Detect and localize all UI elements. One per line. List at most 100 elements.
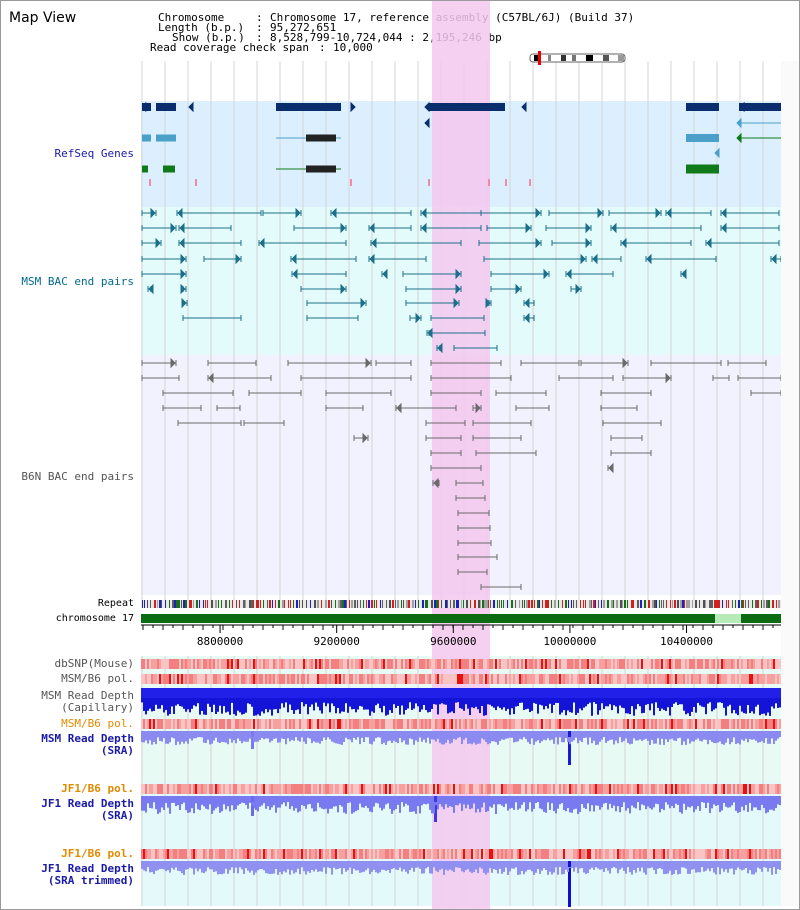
jf1-depth-bar (219, 802, 221, 813)
msm-capillary-depth-bar (545, 688, 547, 698)
jf1-trimmed-depth-bar (419, 861, 421, 867)
gene-strand-arrow (180, 253, 186, 265)
msm-pol-density-cell (719, 674, 721, 684)
msm-pol-2-density-cell (401, 719, 403, 729)
msm-capillary-depth-bar (547, 688, 549, 698)
msm-sra-depth-bar (575, 737, 577, 738)
jf1-trimmed-depth-bar (401, 867, 403, 872)
jf1-pol-density-cell (155, 784, 157, 794)
msm-capillary-depth-bar (349, 698, 351, 707)
msm-capillary-depth-bar (231, 688, 233, 698)
msm-capillary-depth-bar (617, 698, 619, 714)
dbsnp-density-cell (265, 659, 267, 669)
jf1-pol-density-cell (263, 784, 265, 794)
msm-pol-2-density-cell (631, 719, 633, 729)
ideogram-band (593, 55, 603, 61)
jf1-pol-2-density-cell (427, 849, 429, 859)
msm-sra-depth-bar (155, 737, 157, 745)
msm-capillary-depth-bar (591, 688, 593, 698)
jf1-depth-bar (383, 802, 385, 809)
msm-sra-depth-bar (677, 731, 679, 737)
msm-sra-depth-bar (231, 737, 233, 743)
msm-capillary-depth-bar (405, 698, 407, 711)
jf1-pol-density-cell (341, 784, 343, 794)
msm-pol-density-cell (373, 674, 375, 684)
jf1-depth-bar (693, 796, 695, 802)
jf1-depth-bar (501, 802, 503, 806)
jf1-pol-density-cell (739, 784, 741, 794)
dbsnp-density-cell (347, 659, 349, 669)
msm-pol-density-cell (573, 674, 575, 684)
jf1-pol-density-cell (523, 784, 525, 794)
jf1-depth-bar (735, 796, 737, 802)
msm-capillary-depth-bar (203, 698, 205, 715)
dbsnp-density-cell (409, 659, 411, 669)
jf1-depth-bar (603, 796, 605, 802)
msm-capillary-depth-bar (577, 698, 579, 713)
msm-pol-density-cell (665, 674, 667, 684)
msm-capillary-depth-bar (599, 698, 601, 711)
msm-pol-density-cell (409, 674, 411, 684)
dbsnp-density-cell (357, 659, 359, 669)
jf1-pol-density-cell (707, 784, 709, 794)
msm-capillary-depth-bar (527, 688, 529, 698)
msm-pol-density-cell (707, 674, 709, 684)
dbsnp-density-cell (441, 659, 443, 669)
msm-sra-depth-bar (455, 737, 457, 740)
repeat-element (159, 600, 161, 608)
jf1-depth-bar (605, 796, 607, 802)
jf1-pol-density-cell (679, 784, 681, 794)
msm-sra-depth-bar (709, 737, 711, 740)
jf1-depth-bar (391, 802, 393, 814)
jf1-depth-bar (643, 802, 645, 806)
msm-capillary-depth-bar (203, 688, 205, 698)
msm-pol-2-density-cell (381, 719, 383, 729)
msm-capillary-depth-bar (611, 688, 613, 698)
jf1-trimmed-depth-bar (441, 861, 443, 867)
msm-sra-depth-bar (637, 737, 639, 741)
msm-capillary-depth-bar (763, 688, 765, 698)
jf1-depth-bar (307, 796, 309, 802)
msm-capillary-depth-bar (391, 688, 393, 698)
dbsnp-density-cell (313, 659, 315, 669)
jf1-trimmed-depth-bar (177, 861, 179, 867)
jf1-pol-density-cell (555, 784, 557, 794)
jf1-pol-2-density-cell (401, 849, 403, 859)
msm-pol-density-cell (323, 674, 325, 684)
jf1-pol-density-cell (239, 784, 241, 794)
msm-sra-depth-bar (353, 731, 355, 737)
msm-sra-depth-bar (615, 731, 617, 737)
msm-pol-2-density-cell (277, 719, 279, 729)
gene-strand-arrow (177, 207, 183, 219)
jf1-depth-bar (305, 796, 307, 802)
jf1-pol-density-cell (503, 784, 505, 794)
jf1-depth-bar (423, 802, 425, 804)
msm-capillary-depth-bar (717, 698, 719, 703)
gene-strand-arrow (437, 342, 443, 354)
msm-capillary-depth-bar (243, 698, 245, 714)
jf1-depth-bar (325, 802, 327, 809)
jf1-pol-density-cell (771, 784, 773, 794)
jf1-depth-bar (761, 802, 763, 805)
repeat-element (652, 600, 654, 608)
msm-pol-2-density-cell (421, 719, 423, 729)
jf1-depth-bar (683, 796, 685, 802)
repeat-element (772, 600, 774, 608)
jf1-trimmed-depth-bar (169, 861, 171, 867)
msm-capillary-depth-bar (387, 688, 389, 698)
dbsnp-density-cell (743, 659, 745, 669)
msm-pol-density-cell (469, 674, 471, 684)
jf1-pol-2-density-cell (199, 849, 201, 859)
msm-sra-depth-bar (761, 737, 763, 742)
jf1-pol-2-density-cell (339, 849, 341, 859)
jf1-trimmed-depth-bar (493, 867, 495, 870)
msm-sra-depth-bar (489, 731, 491, 737)
msm-capillary-depth-bar (627, 698, 629, 714)
jf1-pol-density-cell (521, 784, 523, 794)
jf1-pol-2-density-cell (605, 849, 607, 859)
msm-pol-2-density-cell (239, 719, 241, 729)
msm-capillary-depth-bar (623, 688, 625, 698)
jf1-trimmed-depth-bar (577, 867, 579, 874)
jf1-trimmed-depth-bar (479, 861, 481, 867)
